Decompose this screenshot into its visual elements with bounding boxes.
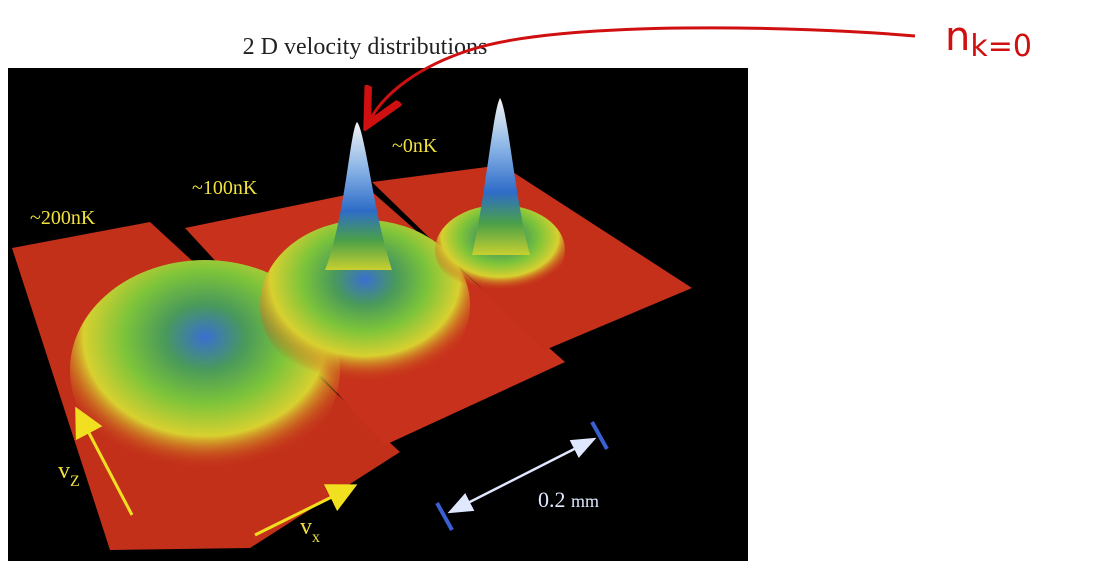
annotation-symbol: n: [945, 14, 970, 60]
scale-value: 0.2: [538, 487, 566, 512]
temperature-label: ~200nK: [30, 207, 96, 229]
axis-symbol: v: [300, 514, 312, 540]
scale-unit: mm: [571, 491, 599, 511]
temperature-label: ~0nK: [392, 135, 438, 157]
temperature-label: ~100nK: [192, 177, 258, 199]
scale-label: 0.2 mm: [538, 487, 599, 512]
axis-symbol: v: [58, 458, 70, 484]
annotation: nk=0: [945, 14, 1032, 64]
annotation-subscript: k=0: [970, 29, 1032, 64]
page: 2 D velocity distributions ~200nK ~100nK…: [0, 0, 1104, 561]
axis-subscript: x: [312, 529, 320, 546]
slide: 2 D velocity distributions ~200nK ~100nK…: [0, 0, 1104, 561]
axis-subscript: Z: [70, 473, 80, 490]
